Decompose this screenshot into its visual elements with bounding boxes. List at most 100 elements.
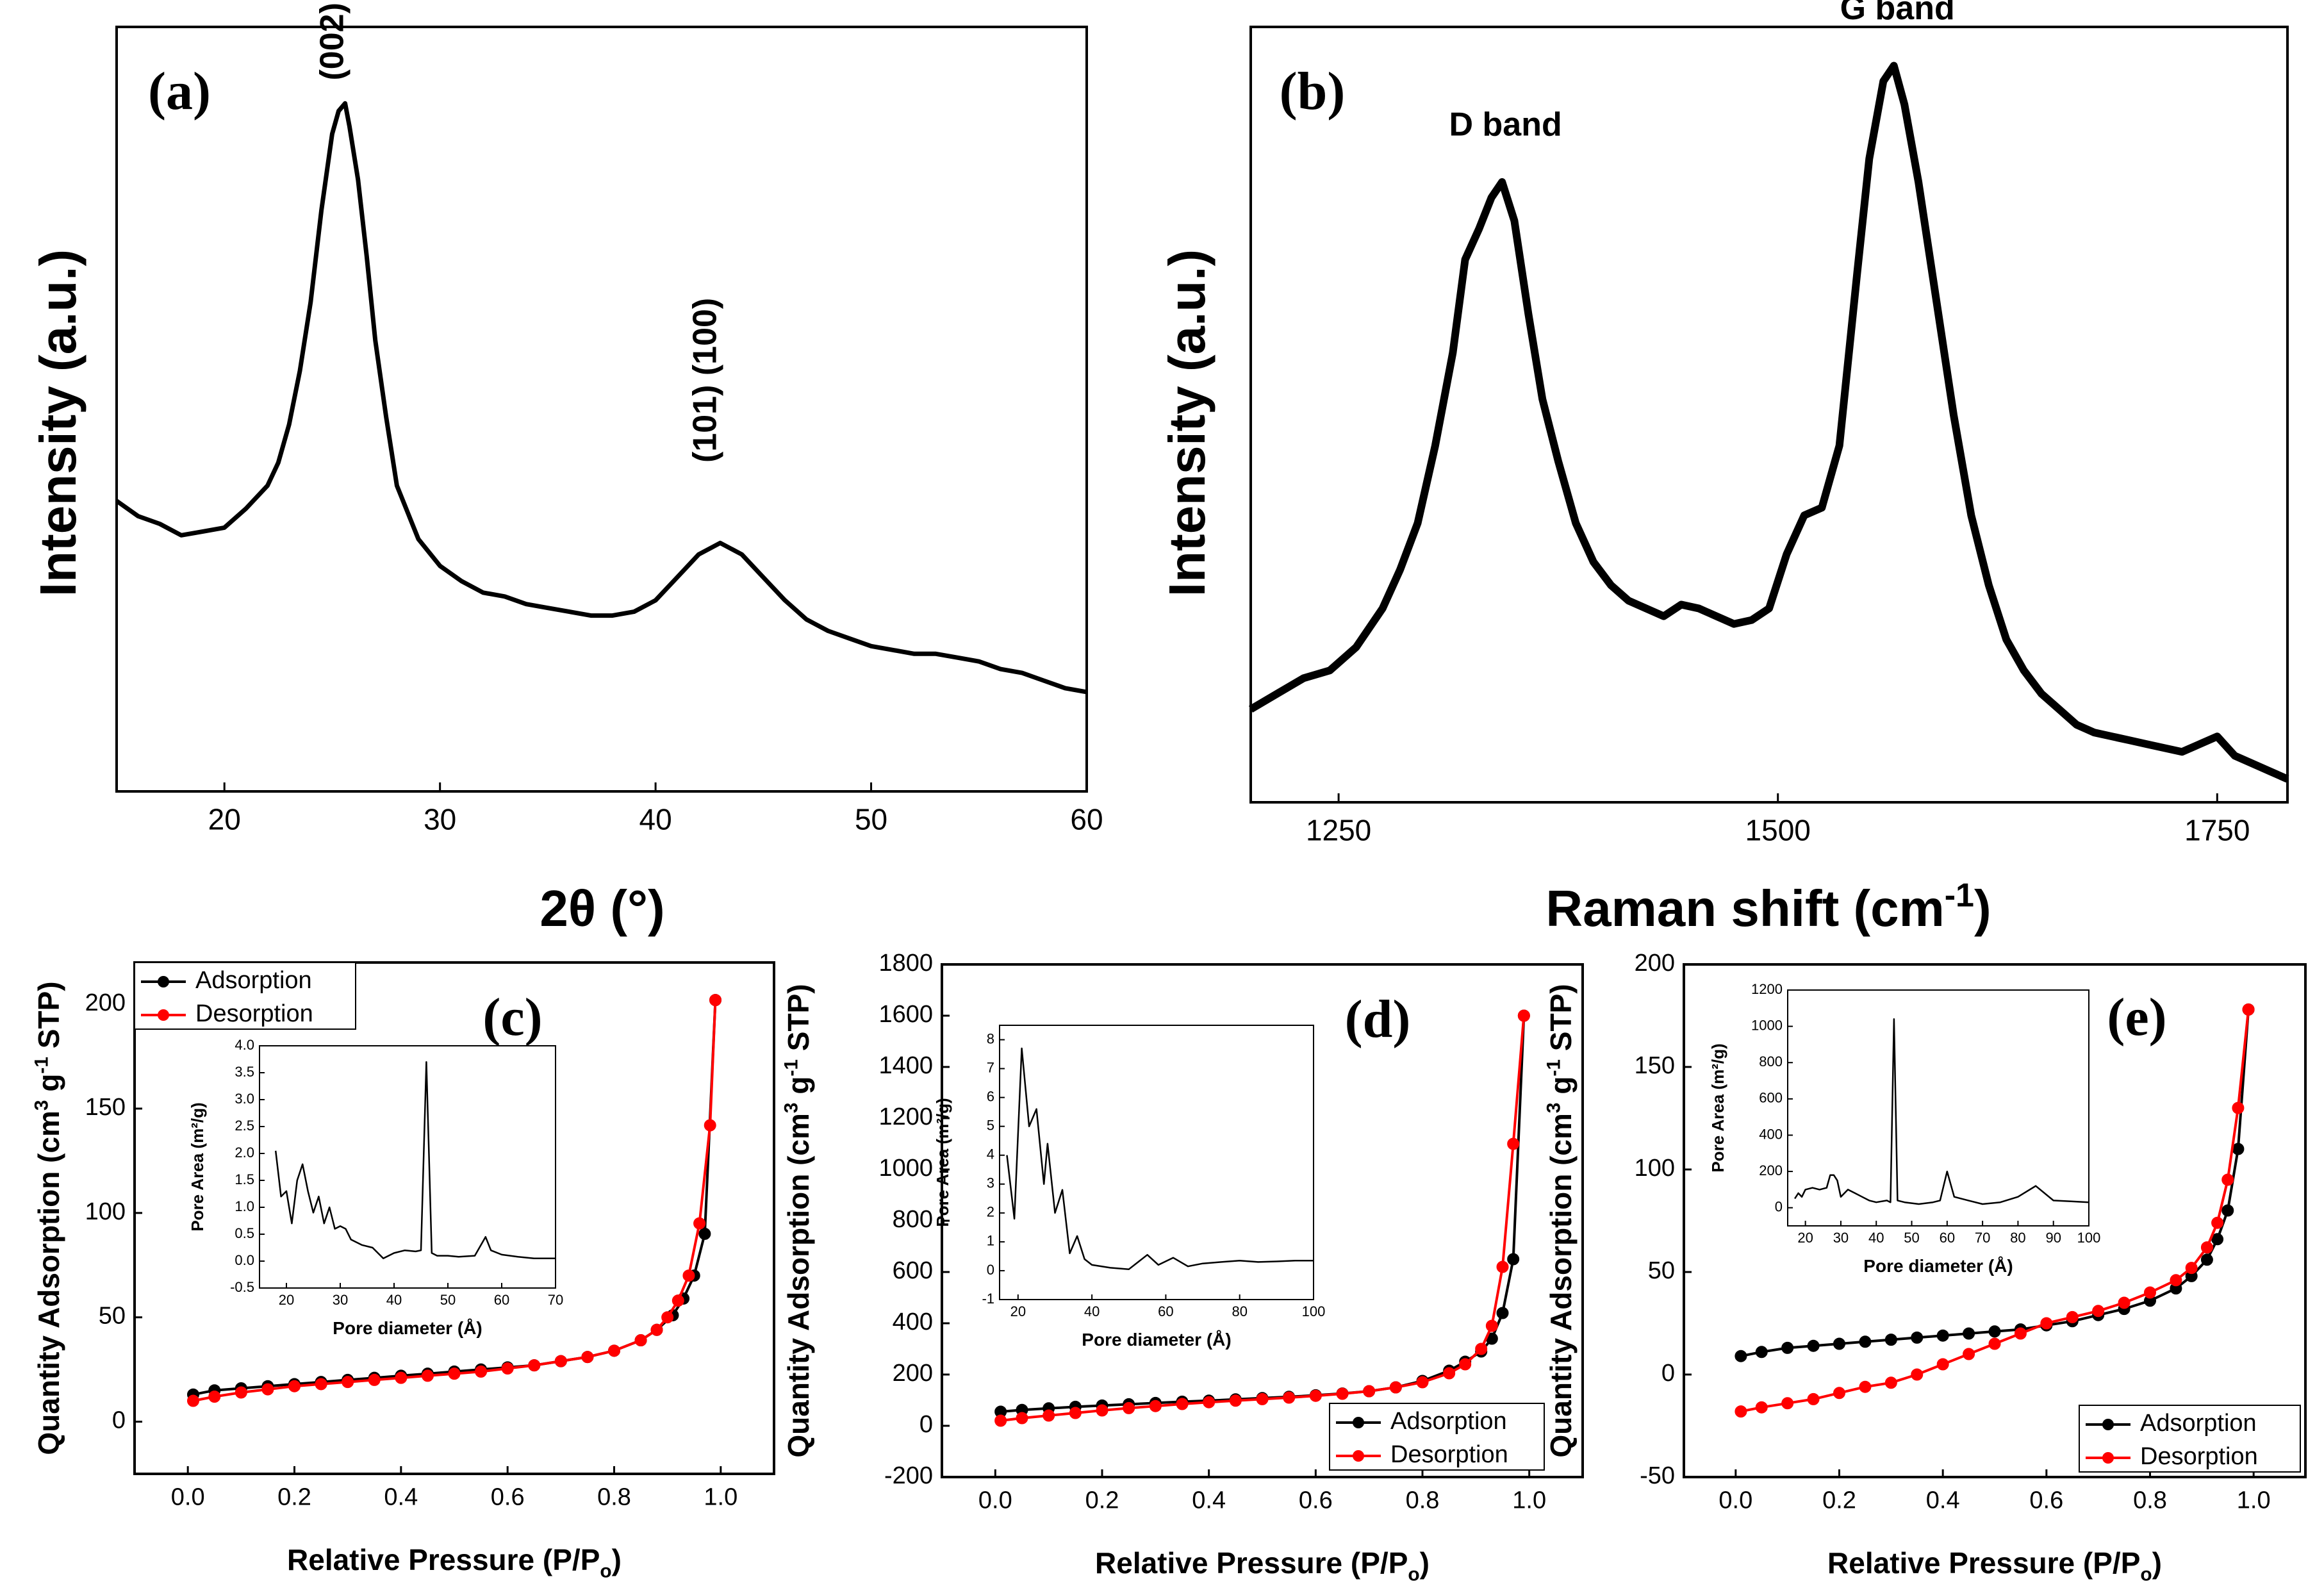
panel-d-desorption-point-13 xyxy=(1256,1392,1269,1405)
panel-c-legend-label-0: Adsorption xyxy=(195,967,312,994)
panel-e-inset-xtick-label-5: 70 xyxy=(1975,1230,1990,1246)
panel-b-xlabel: Raman shift (cm-1) xyxy=(1545,877,1991,937)
panel-d-desorption-point-1 xyxy=(1507,1137,1520,1150)
panel-c-xtick-label-5: 1.0 xyxy=(704,1483,738,1510)
panel-d-desorption-point-8 xyxy=(1389,1381,1402,1394)
panel-c-desorption-point-1 xyxy=(704,1119,716,1132)
panel-b-xlabel-part-0: Raman shift (cm xyxy=(1545,880,1944,937)
panel-c-inset-ytick-label-1: 0.0 xyxy=(235,1252,254,1268)
panel-c-desorption-point-20 xyxy=(288,1380,301,1392)
panel-e-desorption-point-9 xyxy=(2092,1305,2105,1318)
panel-e-adsorption-point-0 xyxy=(1735,1350,1747,1362)
panel-c-desorption-point-13 xyxy=(475,1365,488,1378)
panel-e-inset-ytick-label-1: 200 xyxy=(1759,1162,1783,1178)
panel-d-inset-line xyxy=(1006,1047,1314,1270)
panel-c-ytick-label-1: 50 xyxy=(99,1303,126,1330)
panel-c-xlabel-part-0: Relative Pressure (P/P xyxy=(287,1543,600,1576)
panel-d-inset-frame xyxy=(999,1025,1314,1300)
panel-e-adsorption-point-1 xyxy=(1755,1346,1768,1359)
panel-c-ytick-label-2: 100 xyxy=(85,1198,126,1225)
panel-d-xtick-label-3: 0.6 xyxy=(1299,1487,1333,1514)
panel-c-desorption-point-7 xyxy=(634,1334,647,1347)
panel-e-desorption-point-15 xyxy=(1936,1358,1949,1371)
panel-d-desorption-point-10 xyxy=(1336,1387,1349,1400)
panel-e-desorption-point-19 xyxy=(1833,1387,1845,1400)
panel-e-desorption-point-21 xyxy=(1781,1397,1794,1410)
panel-e-xtick-label-4: 0.8 xyxy=(2133,1487,2167,1514)
panel-c-xtick-label-0: 0.0 xyxy=(171,1483,205,1510)
panel-c-desorption-point-24 xyxy=(186,1394,199,1407)
panel-e-ytick-label-5: 200 xyxy=(1635,950,1675,977)
panel-d-desorption-point-12 xyxy=(1283,1391,1296,1404)
panel-d-desorption-point-6 xyxy=(1443,1367,1456,1380)
panel-d-ylabel-part-3: -1 xyxy=(781,1059,802,1077)
panel-c-legend-label-1: Desorption xyxy=(195,1000,313,1027)
panel-b-xtick-label-2: 1750 xyxy=(2184,814,2250,847)
panel-a-xlabel: 2θ (°) xyxy=(540,880,664,937)
panel-c-inset-ytick-label-0: -0.5 xyxy=(230,1279,254,1295)
panel-e-inset-ylabel: Pore Area (m²/g) xyxy=(1708,1043,1727,1172)
panel-e-adsorption-point-7 xyxy=(1911,1331,1924,1344)
panel-d-ylabel-part-4: STP) xyxy=(782,984,815,1059)
panel-c-inset-ytick-label-5: 2.0 xyxy=(235,1144,254,1161)
panel-e-ylabel-part-0: Quantity Adsorption (cm xyxy=(1544,1113,1578,1458)
panel-d-inset-ytick-label-8: 7 xyxy=(987,1059,994,1075)
panel-e-inset-ytick-label-2: 400 xyxy=(1759,1126,1783,1142)
panel-e-legend-marker-1 xyxy=(2102,1452,2114,1464)
panel-e-inset-xtick-label-7: 90 xyxy=(2045,1230,2061,1246)
panel-d-ytick-label-6: 1000 xyxy=(878,1155,933,1182)
panel-d-ytick-label-3: 400 xyxy=(893,1309,933,1335)
panel-c-desorption-point-16 xyxy=(395,1371,408,1384)
panel-d-legend-marker-0 xyxy=(1353,1417,1364,1428)
panel-e-desorption-point-18 xyxy=(1859,1380,1872,1393)
panel-a-xtick-label-4: 60 xyxy=(1070,803,1103,836)
panel-d-xtick-label-1: 0.2 xyxy=(1085,1487,1119,1514)
panel-d-desorption-point-23 xyxy=(994,1414,1007,1427)
panel-c-inset-xtick-label-4: 60 xyxy=(494,1292,509,1308)
panel-c-desorption-point-2 xyxy=(693,1217,706,1230)
panel-d-desorption-point-9 xyxy=(1363,1385,1376,1398)
panel-e-desorption-point-17 xyxy=(1884,1376,1897,1389)
panel-c-desorption-point-12 xyxy=(501,1362,514,1375)
panel-e-adsorption-point-19 xyxy=(2200,1253,2213,1266)
panel-e-inset-xtick-label-4: 60 xyxy=(1940,1230,1955,1246)
panel-b-raman: 1250 1500 1750 (b) Intensity (a.u.) Raman shi… xyxy=(1158,0,2289,937)
panel-d-desorption-point-22 xyxy=(1016,1412,1028,1425)
panel-d-ylabel: Quantity Adsorption (cm3 g-1 STP) xyxy=(781,984,815,1457)
panel-b-annotation-0: D band xyxy=(1449,106,1562,143)
panel-b-xtick-label-1: 1500 xyxy=(1745,814,1811,847)
panel-e-inset-xtick-label-8: 100 xyxy=(2077,1230,2101,1246)
panel-e-xtick-label-5: 1.0 xyxy=(2237,1487,2271,1514)
panel-d-desorption-point-5 xyxy=(1459,1358,1472,1371)
panel-d-ytick-label-10: 1800 xyxy=(878,950,933,977)
panel-b-xtick-label-0: 1250 xyxy=(1306,814,1371,847)
panel-e-desorption-point-22 xyxy=(1755,1401,1768,1414)
panel-c-desorption-point-0 xyxy=(709,994,722,1007)
panel-e-desorption-point-13 xyxy=(1988,1337,2001,1350)
panel-d-inset-ytick-label-5: 4 xyxy=(987,1146,994,1162)
panel-c-xtick-label-4: 0.8 xyxy=(597,1483,631,1510)
panel-d-desorption-point-18 xyxy=(1123,1401,1135,1414)
panel-d-desorption-point-0 xyxy=(1517,1009,1530,1022)
panel-c-inset-ytick-label-8: 3.5 xyxy=(235,1064,254,1080)
panel-c-panel-label: (c) xyxy=(482,987,542,1047)
panel-d-inset-xlabel: Pore diameter (Å) xyxy=(1082,1330,1231,1350)
panel-a-axes-frame xyxy=(115,26,1088,793)
panel-e-adsorption-point-5 xyxy=(1859,1335,1872,1348)
panel-d-ytick-label-2: 200 xyxy=(893,1360,933,1387)
panel-e-inset-xtick-label-0: 20 xyxy=(1797,1230,1813,1246)
panel-c-legend-marker-1 xyxy=(158,1009,169,1021)
panel-d-xlabel: Relative Pressure (P/Po) xyxy=(1095,1546,1430,1585)
panel-c-legend: Adsorption Desorption xyxy=(134,962,356,1030)
panel-c-inset-ytick-label-9: 4.0 xyxy=(235,1037,254,1053)
panel-e-inset-ytick-label-5: 1000 xyxy=(1751,1017,1783,1033)
panel-d-inset-ytick-label-0: -1 xyxy=(982,1291,994,1307)
panel-c-inset-xtick-label-3: 50 xyxy=(440,1292,456,1308)
panel-e-ytick-label-3: 100 xyxy=(1635,1155,1675,1182)
panel-e-xlabel-part-2: ) xyxy=(2152,1546,2162,1580)
panel-e-desorption-point-11 xyxy=(2040,1317,2053,1330)
panel-c-inset-ylabel: Pore Area (m²/g) xyxy=(188,1102,207,1231)
panel-c-isotherm: 0.0 0.2 0.4 0.6 0.8 1.0 0 50 100 150 200 (c) Relativ… xyxy=(31,961,775,1582)
panel-c-desorption-point-3 xyxy=(682,1269,695,1282)
